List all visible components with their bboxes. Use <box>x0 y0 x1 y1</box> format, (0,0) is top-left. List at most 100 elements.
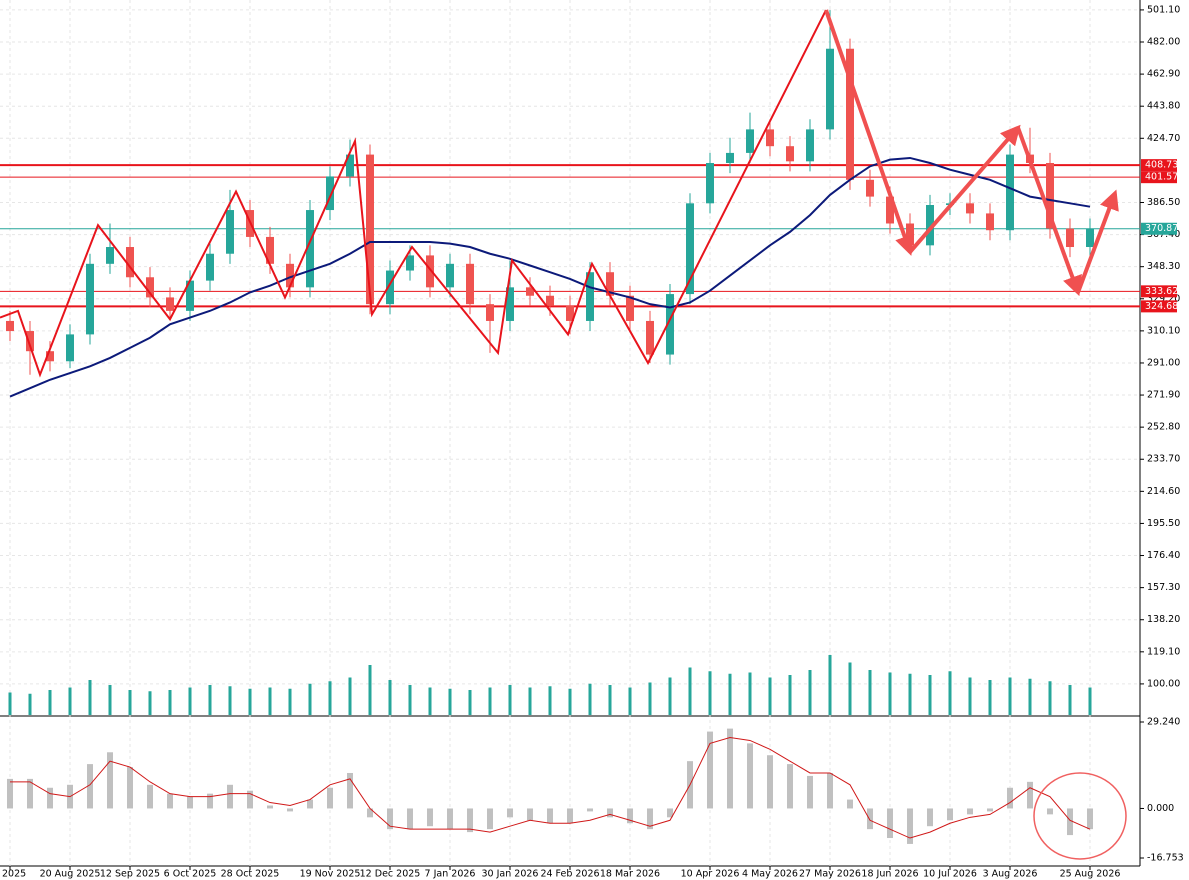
macd-bar <box>967 808 973 815</box>
volume-bar <box>948 671 952 715</box>
level-label: 408.73 <box>1141 159 1178 172</box>
macd-bar <box>327 787 333 809</box>
volume-bar <box>728 673 732 715</box>
candle-body <box>666 294 674 355</box>
x-tick-label: 10 Jul 2026 <box>923 869 977 880</box>
macd-bar <box>547 808 553 824</box>
level-label: 333.62 <box>1141 285 1178 298</box>
volume-bar <box>348 677 352 715</box>
candle-body <box>286 263 294 288</box>
y-tick-label: 501.10 <box>1147 4 1180 15</box>
macd-bar <box>27 778 33 809</box>
macd-bar <box>847 799 853 809</box>
volume-bar <box>748 672 752 715</box>
volume-bar <box>408 685 412 715</box>
macd-bar <box>767 755 773 809</box>
macd-bar <box>407 808 413 830</box>
moving-average <box>9 156 1091 398</box>
volume-bar <box>208 685 212 715</box>
macd-bar <box>887 808 893 839</box>
macd-bar <box>267 805 273 809</box>
volume-bar <box>128 690 132 715</box>
candle-body <box>806 129 814 162</box>
candle-body <box>6 320 14 332</box>
volume-bar <box>1008 677 1012 715</box>
candle-body <box>226 210 234 254</box>
macd-bar <box>747 743 753 809</box>
macd-bar <box>107 752 113 809</box>
macd-bar <box>187 796 193 809</box>
volume-bar <box>388 680 392 715</box>
candle-body <box>1066 228 1074 248</box>
volume-bar <box>528 687 532 715</box>
x-tick-label: 18 Jun 2026 <box>861 869 918 880</box>
candle-body <box>626 295 634 321</box>
x-tick-label: 19 Nov 2025 <box>300 869 361 880</box>
macd-bar <box>647 808 653 830</box>
macd-bar <box>807 775 813 809</box>
x-tick-label: 12 Sep 2025 <box>100 869 160 880</box>
macd-bar <box>367 808 373 818</box>
candle-body <box>826 48 834 130</box>
candle-body <box>706 162 714 204</box>
macd-bar <box>387 808 393 830</box>
candle-body <box>366 154 374 305</box>
macd-bar <box>1087 808 1093 830</box>
candle-body <box>526 287 534 296</box>
y-tick-label: 157.30 <box>1147 582 1180 593</box>
volume-bar <box>68 687 72 715</box>
highlight-circle <box>1033 772 1127 860</box>
level-label-box <box>1141 159 1177 172</box>
x-tick-label: 27 May 2026 <box>799 869 861 880</box>
level-label-text: 408.73 <box>1145 160 1178 171</box>
macd-bar <box>947 808 953 821</box>
volume-bar <box>368 665 372 715</box>
macd-bar <box>467 808 473 833</box>
volume-bar <box>148 691 152 715</box>
macd-bar <box>527 808 533 821</box>
macd-bar <box>587 808 593 812</box>
macd-bar <box>447 808 453 830</box>
volume-bar <box>668 677 672 715</box>
candle-body <box>106 247 114 264</box>
candle-body <box>266 236 274 264</box>
y-tick-label: 233.70 <box>1147 454 1180 465</box>
candle-body <box>486 304 494 321</box>
candle-body <box>426 255 434 288</box>
y-tick-label: 443.80 <box>1147 101 1180 112</box>
macd-bar <box>607 808 613 818</box>
macd-bar <box>507 808 513 818</box>
candle-body <box>726 152 734 163</box>
x-tick-label: 30 Jan 2026 <box>482 869 539 880</box>
volume-bar <box>908 673 912 715</box>
candle-body <box>26 331 34 352</box>
x-tick-label: 20 Aug 2025 <box>40 869 101 880</box>
candle-body <box>1006 154 1014 231</box>
level-label-text: 324.68 <box>1145 301 1178 312</box>
level-label-box <box>1141 300 1177 313</box>
volume-bar <box>708 671 712 715</box>
volume-bar <box>788 675 792 715</box>
level-label-text: 370.87 <box>1145 223 1178 234</box>
candle-body <box>206 253 214 281</box>
volume-bar <box>1068 685 1072 715</box>
x-tick-label: 10 Apr 2026 <box>681 869 740 880</box>
volume-bar <box>568 688 572 715</box>
macd-bar <box>827 772 833 809</box>
volume-bar <box>448 688 452 715</box>
macd-bar <box>287 808 293 812</box>
volume-bar <box>248 688 252 715</box>
volume-bar <box>808 670 812 715</box>
level-label: 370.87 <box>1141 222 1178 235</box>
candle-body <box>46 351 54 362</box>
volume-bar <box>328 681 332 715</box>
x-tick-label: 7 Jan 2026 <box>425 869 476 880</box>
volume-bar <box>508 685 512 715</box>
candle-body <box>586 272 594 321</box>
macd-bar <box>927 808 933 827</box>
candle-body <box>926 205 934 246</box>
y-tick-label: 100.00 <box>1147 678 1180 689</box>
y-tick-label: 0.000 <box>1147 803 1174 814</box>
macd-bar <box>987 808 993 812</box>
x-tick-label: 3 Aug 2026 <box>983 869 1038 880</box>
